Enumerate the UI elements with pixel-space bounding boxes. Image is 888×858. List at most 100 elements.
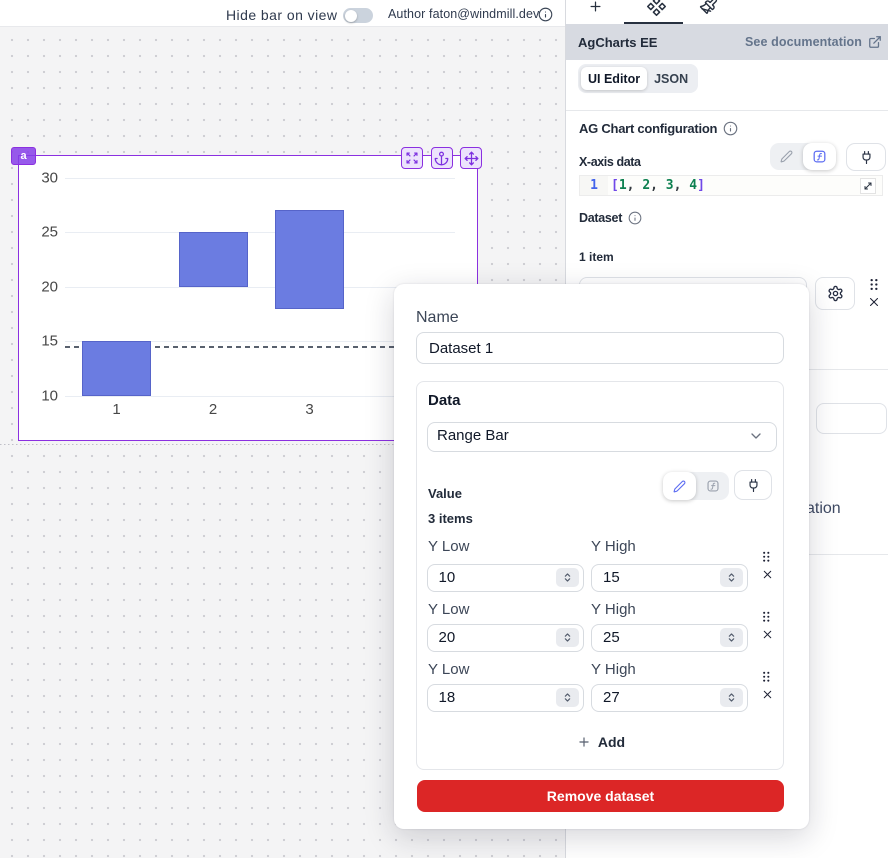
y-tick-label: 20: [41, 278, 58, 296]
tab-component-settings[interactable]: [643, 0, 669, 19]
x-axis-data-label: X-axis data: [579, 155, 641, 169]
config-section-title: AG Chart configuration: [579, 121, 718, 136]
y-low-label: Y Low: [428, 538, 470, 555]
y-low-input[interactable]: 10: [426, 563, 584, 592]
function-icon: [813, 150, 826, 163]
row-remove-button[interactable]: [761, 688, 774, 701]
move-handle-button[interactable]: [460, 147, 482, 169]
number-stepper[interactable]: [555, 688, 579, 707]
chevrons-up-down-icon: [564, 633, 570, 642]
see-documentation-link[interactable]: See documentation: [745, 35, 882, 49]
code-expand-button[interactable]: [860, 178, 876, 194]
partially-hidden-input[interactable]: [816, 403, 887, 434]
range-bar: [82, 341, 151, 396]
add-item-button[interactable]: Add: [417, 732, 785, 752]
y-low-label: Y Low: [428, 661, 470, 678]
hide-bar-toggle[interactable]: [343, 8, 373, 23]
close-icon: [763, 690, 771, 699]
row-drag-handle[interactable]: [760, 549, 773, 565]
toggle-knob: [344, 9, 357, 22]
code-token: ]: [697, 178, 705, 193]
range-bar: [275, 210, 344, 309]
chevrons-up-down-icon: [728, 693, 734, 702]
row-remove-button[interactable]: [761, 568, 774, 581]
value-static-pencil-button[interactable]: [663, 472, 696, 500]
info-icon[interactable]: [723, 121, 738, 136]
component-title: AgCharts EE: [578, 34, 658, 50]
pencil-icon: [780, 150, 793, 163]
chart-gridlines: [19, 156, 477, 440]
divider: [566, 110, 888, 111]
y-low-input[interactable]: 20: [426, 623, 584, 652]
dataset-item-remove-button[interactable]: [867, 295, 881, 309]
xaxis-static-pencil-button[interactable]: [770, 143, 803, 170]
xaxis-function-button[interactable]: [803, 143, 836, 170]
tab-json[interactable]: JSON: [654, 71, 689, 86]
dataset-item-settings-button[interactable]: [815, 277, 855, 310]
row-remove-button[interactable]: [761, 628, 774, 641]
row-drag-handle[interactable]: [760, 609, 773, 625]
chart-crosshair-line: [65, 346, 456, 348]
y-tick-label: 25: [41, 223, 58, 241]
value-function-button[interactable]: [696, 472, 729, 500]
chevrons-up-down-icon: [564, 573, 570, 582]
y-high-label: Y High: [591, 538, 636, 555]
code-content: [1, 2, 3, 4]: [608, 178, 705, 193]
chevrons-up-down-icon: [564, 693, 570, 702]
grip-dots-icon: [762, 551, 769, 562]
info-icon[interactable]: [628, 211, 642, 225]
close-icon: [763, 630, 771, 639]
remove-dataset-button[interactable]: Remove dataset: [417, 780, 784, 812]
xaxis-code-editor[interactable]: 1 [1, 2, 3, 4]: [579, 175, 883, 196]
number-stepper[interactable]: [555, 628, 579, 647]
xaxis-connect-input-button[interactable]: [846, 143, 886, 171]
see-documentation-label: See documentation: [745, 35, 862, 49]
name-label: Name: [416, 309, 459, 326]
hide-bar-on-view-label: Hide bar on view: [226, 7, 338, 23]
y-high-value: 25: [603, 629, 620, 646]
dataset-item-drag-handle[interactable]: [867, 276, 881, 293]
number-stepper[interactable]: [719, 688, 743, 707]
dataset-name-input[interactable]: [416, 332, 784, 364]
range-bar: [178, 232, 248, 287]
value-connect-input-button[interactable]: [734, 470, 772, 500]
y-high-input[interactable]: 25: [591, 623, 748, 652]
gridline: [65, 341, 455, 343]
anchor-handle-button[interactable]: [430, 147, 453, 169]
value-items-count: 3 items: [428, 511, 473, 526]
pencil-icon: [673, 480, 686, 492]
config-title-row: AG Chart configuration: [579, 121, 738, 136]
data-section: Data Range Bar Value 3 items Y Low Y High…: [416, 381, 784, 770]
number-stepper[interactable]: [719, 568, 743, 587]
y-tick-label: 30: [41, 169, 58, 187]
y-high-input[interactable]: 27: [591, 683, 748, 712]
editor-mode-tabs: UI Editor JSON: [578, 64, 699, 93]
tab-ui-editor[interactable]: UI Editor: [581, 67, 648, 90]
grip-dots-icon: [870, 278, 878, 291]
y-high-value: 15: [603, 569, 620, 586]
code-token: 4: [689, 178, 698, 193]
y-low-input[interactable]: 18: [426, 683, 584, 712]
tab-css-styling[interactable]: [695, 0, 721, 19]
y-tick-label: 15: [41, 332, 58, 350]
y-tick-label: 10: [41, 387, 58, 405]
external-link-icon: [869, 36, 881, 48]
number-stepper[interactable]: [719, 628, 743, 647]
row-drag-handle[interactable]: [760, 669, 773, 685]
dataset-title-row: Dataset: [579, 211, 642, 225]
number-stepper[interactable]: [555, 568, 579, 587]
code-line-number: 1: [580, 176, 608, 195]
y-high-input[interactable]: 15: [591, 563, 748, 592]
gear-icon: [827, 285, 843, 302]
chevrons-up-down-icon: [728, 573, 734, 582]
code-token: 1: [618, 178, 627, 193]
tab-insert-component[interactable]: [582, 0, 608, 19]
dataset-label: Dataset: [579, 211, 623, 225]
plug-icon: [861, 150, 871, 164]
author-info-icon[interactable]: [538, 7, 553, 22]
chart-type-select[interactable]: Range Bar: [427, 422, 777, 452]
x-tick-label: 3: [305, 401, 314, 418]
component-id-badge: a: [11, 147, 36, 165]
chevron-down-icon: [751, 432, 761, 439]
expand-handle-button[interactable]: [401, 147, 423, 169]
